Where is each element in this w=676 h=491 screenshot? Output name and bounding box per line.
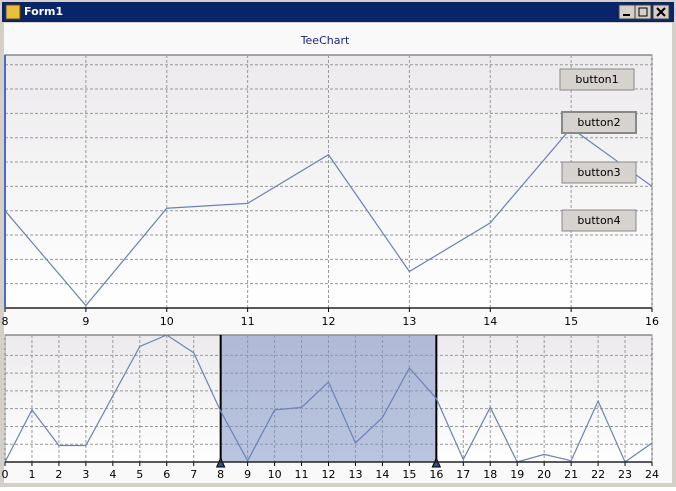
x-tick-label: 1 xyxy=(28,468,35,481)
x-tick-label: 4 xyxy=(109,468,116,481)
title-bar xyxy=(2,2,674,22)
x-tick-label: 10 xyxy=(268,468,282,481)
x-tick-label: 14 xyxy=(483,315,497,328)
maximize[interactable] xyxy=(634,4,652,20)
button[interactable] xyxy=(561,161,637,184)
data-line xyxy=(4,127,653,307)
x-tick-label: 14 xyxy=(375,468,389,481)
x-tick-label: 13 xyxy=(402,315,416,328)
selection-range xyxy=(220,335,437,462)
x-tick-label: 6 xyxy=(163,468,170,481)
button[interactable] xyxy=(561,111,637,134)
x-tick-label: 8 xyxy=(2,315,9,328)
button[interactable] xyxy=(561,209,637,232)
window-controls[interactable] xyxy=(618,4,670,20)
x-tick-label: 15 xyxy=(564,315,578,328)
x-tick-label: 16 xyxy=(429,468,443,481)
x-tick-label: 12 xyxy=(322,468,336,481)
x-tick-label: 8 xyxy=(217,468,224,481)
button-label[interactable]: button4 xyxy=(577,214,620,227)
x-tick-label: 3 xyxy=(82,468,89,481)
button[interactable] xyxy=(559,68,635,91)
x-tick-label: 13 xyxy=(348,468,362,481)
minimize[interactable] xyxy=(618,4,636,20)
x-tick-label: 22 xyxy=(591,468,605,481)
x-tick-label: 2 xyxy=(55,468,62,481)
button-label[interactable]: button2 xyxy=(577,116,620,129)
data-line xyxy=(4,334,653,463)
x-tick-label: 10 xyxy=(160,315,174,328)
app-icon xyxy=(5,4,21,20)
x-tick-label: 9 xyxy=(82,315,89,328)
button-label[interactable]: button1 xyxy=(575,73,618,86)
x-tick-label: 19 xyxy=(510,468,524,481)
x-tick-label: 9 xyxy=(244,468,251,481)
x-tick-label: 15 xyxy=(402,468,416,481)
x-tick-label: 16 xyxy=(645,315,659,328)
x-tick-label: 11 xyxy=(295,468,309,481)
x-tick-label: 17 xyxy=(456,468,470,481)
x-tick-label: 5 xyxy=(136,468,143,481)
x-tick-label: 24 xyxy=(645,468,659,481)
x-tick-label: 12 xyxy=(322,315,336,328)
x-tick-label: 0 xyxy=(2,468,9,481)
x-tick-label: 7 xyxy=(190,468,197,481)
x-tick-label: 21 xyxy=(564,468,578,481)
x-tick-label: 20 xyxy=(537,468,551,481)
x-tick-label: 18 xyxy=(483,468,497,481)
window-title: Form1 xyxy=(24,5,63,18)
x-tick-label: 23 xyxy=(618,468,632,481)
x-tick-label: 11 xyxy=(241,315,255,328)
chart-title: TeeChart xyxy=(300,34,350,47)
button-label[interactable]: button3 xyxy=(577,166,620,179)
